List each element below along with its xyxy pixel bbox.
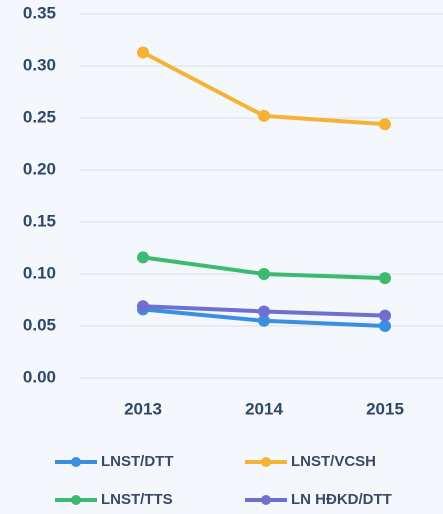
legend-label: LNST/TTS: [101, 491, 173, 508]
point: [137, 300, 149, 313]
point: [258, 305, 270, 318]
y-tick-label: 0.10: [23, 263, 56, 282]
point: [258, 314, 270, 327]
x-tick-label: 2014: [245, 399, 283, 418]
legend-label: LNST/VCSH: [291, 453, 376, 470]
x-tick-label: 2013: [124, 399, 162, 418]
point: [137, 46, 149, 59]
legend-label: LN HĐKD/DTT: [291, 491, 392, 508]
legend-marker: [71, 495, 81, 505]
y-tick-label: 0.35: [23, 3, 56, 22]
legend-label: LNST/DTT: [101, 453, 174, 470]
x-tick-label: 2015: [366, 399, 404, 418]
point: [258, 268, 270, 280]
y-tick-label: 0.25: [23, 107, 56, 126]
point: [379, 118, 391, 131]
legend-marker: [71, 457, 81, 467]
point: [379, 272, 391, 285]
y-tick-label: 0.05: [23, 315, 56, 334]
point: [379, 309, 391, 322]
point: [379, 320, 391, 332]
point: [258, 109, 270, 122]
y-tick-label: 0.20: [23, 159, 56, 178]
y-tick-label: 0.00: [23, 367, 56, 386]
legend-marker: [261, 495, 271, 505]
y-tick-label: 0.30: [23, 55, 56, 74]
y-tick-label: 0.15: [23, 211, 56, 230]
legend-marker: [261, 457, 271, 467]
point: [137, 251, 149, 264]
